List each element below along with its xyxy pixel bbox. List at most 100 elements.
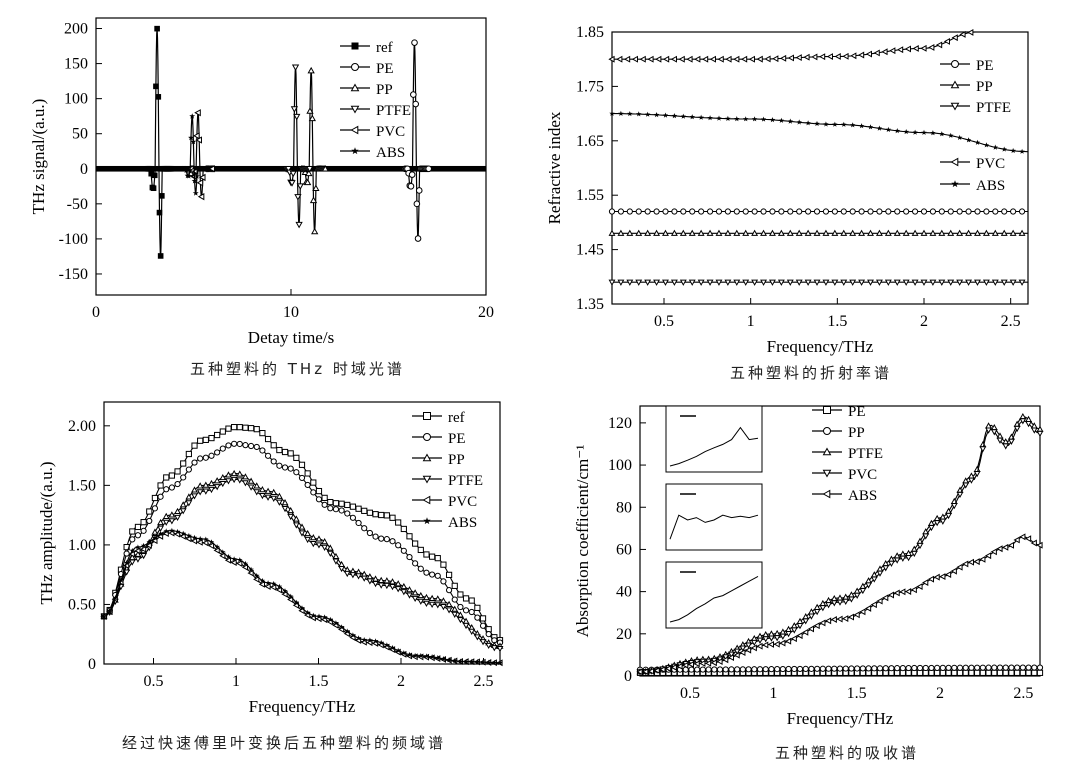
point-abs <box>847 613 855 621</box>
point-ptfe <box>662 279 669 286</box>
point-pp <box>258 485 266 493</box>
point-pe <box>197 455 204 462</box>
point-pe <box>191 459 198 466</box>
point-pp <box>688 229 696 236</box>
point-pvc <box>887 560 895 567</box>
point-ref <box>247 425 255 432</box>
point-pvc <box>1036 430 1044 438</box>
point-pp <box>1002 664 1009 671</box>
point-abs <box>773 640 780 648</box>
point-pp <box>722 666 729 673</box>
point-pe <box>1036 669 1044 676</box>
caption-time-domain: 五种塑料的 THz 时域光谱 <box>190 360 405 378</box>
point-pp <box>884 229 892 236</box>
point-ref <box>153 83 159 90</box>
point-abs <box>687 660 695 668</box>
point-abs <box>106 608 113 614</box>
point-pe <box>462 607 470 614</box>
point-pvc <box>190 537 198 545</box>
point-abs <box>823 121 829 127</box>
point-abs <box>939 131 945 137</box>
point-ptfe <box>366 578 374 585</box>
point-pvc <box>802 618 810 625</box>
legend-marker <box>822 469 832 478</box>
point-ref <box>191 442 198 449</box>
legend-label: PE <box>976 58 994 74</box>
point-ref <box>259 430 266 437</box>
point-ptfe <box>208 486 215 494</box>
point-pe <box>185 466 192 473</box>
point-pvc <box>198 173 206 182</box>
point-pe <box>985 669 992 676</box>
point-ref <box>202 436 209 443</box>
point-abs <box>725 115 731 121</box>
point-pp <box>307 66 315 74</box>
point-pvc <box>727 651 735 658</box>
point-abs <box>1030 539 1037 547</box>
point-ptfe <box>608 279 616 286</box>
point-ptfe <box>982 279 990 286</box>
point-pp <box>836 665 844 672</box>
point-pe <box>742 208 749 215</box>
point-pp <box>225 471 232 478</box>
point-abs <box>101 613 107 619</box>
point-pe <box>408 171 416 178</box>
point-ptfe <box>785 625 793 632</box>
point-pp <box>974 229 981 236</box>
point-pe <box>662 208 669 215</box>
point-pp <box>979 664 986 671</box>
point-ref <box>400 525 407 533</box>
point-abs <box>699 659 706 667</box>
point-abs <box>316 613 322 619</box>
point-pp <box>768 666 775 673</box>
point-pp <box>814 665 821 672</box>
point-pvc <box>253 575 260 583</box>
point-abs <box>707 115 713 121</box>
point-abs <box>727 654 735 662</box>
point-abs <box>760 116 767 122</box>
point-abs <box>784 637 792 645</box>
point-pp <box>434 595 442 602</box>
point-pvc <box>195 136 202 144</box>
point-pe <box>787 208 794 215</box>
point-abs <box>814 120 820 127</box>
point-ref <box>253 426 260 433</box>
point-pvc <box>686 55 693 63</box>
inset-line <box>669 426 759 467</box>
point-ref <box>406 533 413 540</box>
point-ptfe <box>168 518 176 525</box>
x-axis-label: Detay time/s <box>248 328 334 347</box>
point-abs <box>979 555 986 563</box>
x-tick-label: 2 <box>397 673 405 690</box>
point-abs <box>876 125 883 131</box>
point-pvc <box>912 45 919 52</box>
legend: ref PE PP PTFE PVC ABS <box>412 410 483 531</box>
point-abs <box>395 647 401 653</box>
point-abs <box>680 113 686 119</box>
point-pp <box>411 589 419 596</box>
point-ptfe <box>479 639 487 646</box>
point-abs <box>469 658 475 664</box>
point-abs <box>463 658 469 664</box>
point-abs <box>372 638 379 644</box>
point-ref <box>270 442 277 449</box>
point-ref <box>451 582 458 589</box>
point-pp <box>996 664 1004 671</box>
point-pp <box>662 229 669 236</box>
point-pe <box>281 464 289 471</box>
point-pp <box>920 229 928 236</box>
point-abs <box>344 628 350 634</box>
point-pvc <box>935 41 943 49</box>
point-pp <box>899 665 906 672</box>
point-pp <box>287 506 295 514</box>
point-ptfe <box>887 555 895 562</box>
point-abs <box>769 117 776 123</box>
point-ref <box>276 446 283 454</box>
y-tick-label: 120 <box>608 415 632 432</box>
point-pvc <box>842 52 849 60</box>
point-pe <box>140 527 147 534</box>
point-pe <box>332 506 340 513</box>
point-pe <box>168 484 175 491</box>
point-pp <box>825 665 832 672</box>
pulse-line-pe <box>405 42 429 239</box>
